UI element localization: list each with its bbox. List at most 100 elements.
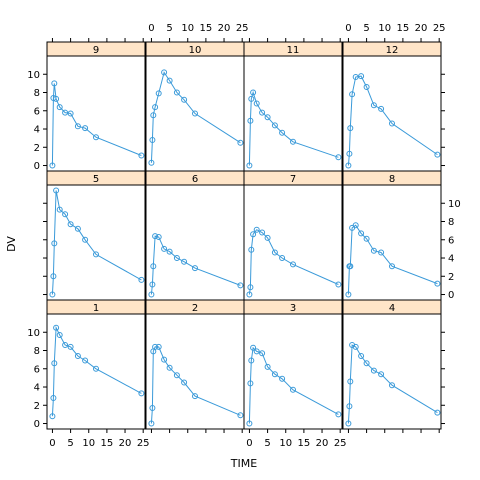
data-point xyxy=(345,291,352,298)
data-point xyxy=(93,134,99,141)
data-point xyxy=(56,206,63,213)
panel-strip-label: 8 xyxy=(389,174,395,185)
x-tick-label: 25 xyxy=(334,438,347,449)
data-point xyxy=(349,91,356,98)
axes-layer: 0000555510101010151515152020202025252525… xyxy=(27,23,460,449)
data-point xyxy=(49,162,56,169)
data-point xyxy=(161,245,168,252)
panel-strip-label: 12 xyxy=(386,45,399,56)
x-tick-label: 15 xyxy=(298,438,311,449)
x-tick-label: 0 xyxy=(49,438,55,449)
y-tick-label: 2 xyxy=(34,401,40,412)
y-tick-label: 0 xyxy=(448,290,454,301)
panel-frame xyxy=(243,313,343,430)
data-point xyxy=(345,162,352,169)
data-point xyxy=(93,365,99,372)
panel-frame xyxy=(342,55,442,172)
x-tick-label: 20 xyxy=(415,23,428,34)
data-point xyxy=(148,420,155,427)
data-point xyxy=(149,281,156,288)
x-tick-label: 15 xyxy=(397,23,410,34)
data-point xyxy=(370,102,377,109)
data-point xyxy=(346,403,353,410)
panel-5: 5 xyxy=(46,170,146,301)
data-point xyxy=(152,233,159,240)
data-point xyxy=(264,363,271,370)
data-point xyxy=(82,236,89,243)
data-point xyxy=(138,390,145,397)
data-point xyxy=(152,343,159,350)
data-point xyxy=(347,125,354,132)
data-point xyxy=(389,263,395,270)
data-point xyxy=(62,211,69,218)
panel-9: 9 xyxy=(46,41,146,172)
series-line-3 xyxy=(248,346,339,424)
y-tick-label: 6 xyxy=(34,364,40,375)
data-point xyxy=(50,95,57,101)
data-point xyxy=(149,137,156,143)
data-point xyxy=(173,372,180,379)
data-point xyxy=(237,412,244,419)
data-point xyxy=(434,409,441,416)
data-point xyxy=(148,159,155,166)
data-point xyxy=(50,395,57,401)
data-point xyxy=(82,125,89,132)
data-point xyxy=(53,95,60,102)
data-point xyxy=(49,291,56,298)
x-tick-label: 5 xyxy=(363,23,369,34)
data-point xyxy=(181,96,188,103)
data-point xyxy=(51,360,58,367)
y-tick-label: 10 xyxy=(27,70,40,81)
panel-strip-label: 11 xyxy=(287,45,300,56)
y-tick-label: 8 xyxy=(34,346,40,357)
panel-strip-label: 10 xyxy=(189,45,202,56)
data-point xyxy=(253,226,260,233)
panel-8: 8 xyxy=(342,170,442,301)
y-tick-label: 4 xyxy=(448,254,454,265)
data-point xyxy=(53,187,60,194)
series-line-6 xyxy=(150,235,241,295)
data-point xyxy=(237,282,244,289)
data-point xyxy=(192,110,198,117)
x-tick-label: 20 xyxy=(119,438,132,449)
data-point xyxy=(74,353,81,359)
y-tick-label: 8 xyxy=(34,88,40,99)
data-point xyxy=(271,249,278,256)
data-point xyxy=(138,152,145,159)
panel-2: 2 xyxy=(145,299,245,430)
y-tick-label: 8 xyxy=(448,217,454,228)
x-axis-label: TIME xyxy=(230,457,257,470)
data-point xyxy=(192,393,198,400)
x-tick-label: 20 xyxy=(316,438,329,449)
data-point xyxy=(150,112,157,119)
data-point xyxy=(50,273,57,280)
panel-frame xyxy=(243,184,343,301)
x-tick-label: 5 xyxy=(264,438,270,449)
series-line-8 xyxy=(347,224,438,295)
data-point xyxy=(155,343,162,350)
data-point xyxy=(250,344,257,351)
panel-4: 4 xyxy=(342,299,442,430)
data-point xyxy=(352,74,359,80)
panel-11: 11 xyxy=(243,41,343,172)
panel-strip-label: 6 xyxy=(192,174,198,185)
panel-strip-label: 4 xyxy=(389,303,395,314)
y-tick-label: 0 xyxy=(34,419,40,430)
panel-strip-label: 1 xyxy=(93,303,99,314)
data-point xyxy=(51,240,58,247)
data-point xyxy=(290,138,296,145)
series-line-7 xyxy=(248,229,339,295)
data-point xyxy=(161,356,168,363)
y-tick-label: 0 xyxy=(34,161,40,172)
data-point xyxy=(74,123,81,130)
data-point xyxy=(259,229,266,236)
x-tick-label: 25 xyxy=(137,438,150,449)
data-point xyxy=(74,225,81,232)
x-tick-label: 25 xyxy=(236,23,249,34)
data-point xyxy=(246,420,253,427)
y-tick-label: 10 xyxy=(27,328,40,339)
data-point xyxy=(250,89,257,96)
data-point xyxy=(347,378,354,385)
data-point xyxy=(161,69,168,76)
data-point xyxy=(363,84,370,90)
